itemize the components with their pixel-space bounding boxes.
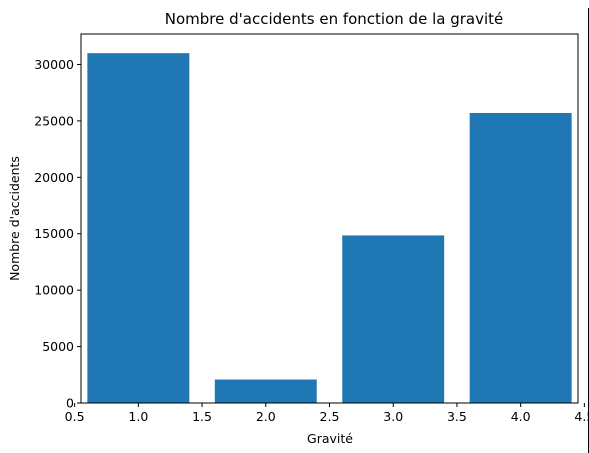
x-axis: 0.5 1.0 1.5 2.0 2.5 3.0 3.5 4.0 4.5: [65, 403, 589, 424]
x-tick-label: 3.5: [447, 409, 467, 424]
bar-1: [87, 53, 190, 404]
bar-2: [214, 379, 317, 403]
y-tick-label: 30000: [34, 57, 74, 72]
y-tick-label: 0: [66, 396, 74, 411]
x-tick-label: 2.5: [320, 409, 340, 424]
x-tick-label: 3.0: [383, 409, 403, 424]
x-tick-label: 4.5: [574, 409, 589, 424]
y-tick-label: 15000: [34, 226, 74, 241]
y-tick-label: 10000: [34, 283, 74, 298]
y-tick-label: 20000: [34, 170, 74, 185]
bar-3: [342, 235, 445, 403]
x-tick-label: 4.0: [511, 409, 531, 424]
y-axis: 0 5000 10000 15000 20000 25000 30000: [34, 57, 81, 411]
x-tick-label: 1.5: [192, 409, 212, 424]
bar-4: [469, 112, 572, 404]
plot-frame: [80, 33, 579, 404]
bars: [87, 53, 572, 404]
x-tick-label: 2.0: [256, 409, 276, 424]
y-tick-label: 5000: [42, 339, 74, 354]
y-tick-label: 25000: [34, 113, 74, 128]
x-tick-label: 0.5: [65, 409, 85, 424]
y-axis-title: Nombre d'accidents: [7, 156, 22, 281]
x-tick-label: 1.0: [128, 409, 148, 424]
x-axis-title: Gravité: [307, 431, 353, 446]
chart-title: Nombre d'accidents en fonction de la gra…: [165, 10, 503, 28]
